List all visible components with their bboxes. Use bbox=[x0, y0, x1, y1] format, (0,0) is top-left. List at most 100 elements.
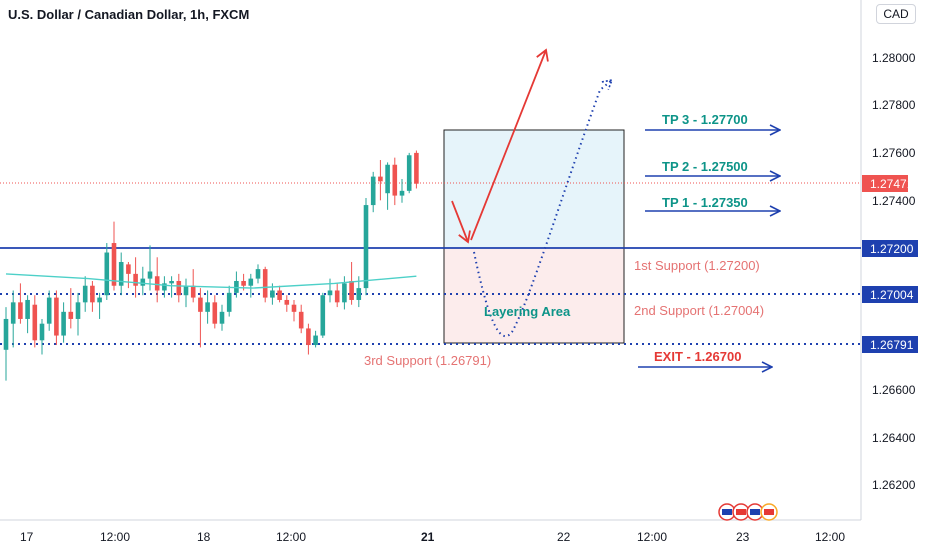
rally-arrow bbox=[470, 48, 549, 241]
candle-body bbox=[147, 271, 153, 279]
layering-zone bbox=[444, 248, 624, 343]
candle-body bbox=[140, 278, 146, 286]
candle-body bbox=[3, 318, 9, 350]
level3-badge bbox=[862, 336, 918, 353]
candle-body bbox=[68, 311, 74, 319]
candle-body bbox=[75, 302, 81, 319]
candle-body bbox=[183, 285, 189, 296]
candle-body bbox=[327, 290, 333, 296]
candles-group bbox=[3, 150, 419, 381]
candle-body bbox=[162, 283, 167, 291]
candle-body bbox=[205, 302, 210, 312]
support1-label: 1st Support (1.27200) bbox=[634, 258, 760, 273]
projection-path bbox=[473, 78, 614, 338]
support3-label: 3rd Support (1.26791) bbox=[364, 353, 491, 368]
price-tick: 1.26200 bbox=[872, 478, 916, 492]
candle-body bbox=[25, 299, 30, 319]
candle-body bbox=[385, 164, 390, 194]
candle-body bbox=[61, 311, 66, 336]
candle-body bbox=[176, 280, 182, 296]
support2-label: 2nd Support (1.27004) bbox=[634, 303, 764, 318]
chart-title: U.S. Dollar / Canadian Dollar, 1h, FXCM bbox=[8, 7, 250, 22]
time-tick: 22 bbox=[557, 530, 571, 544]
candle-body bbox=[90, 285, 95, 303]
candle-body bbox=[248, 278, 254, 286]
last-price-value: 1.27471 bbox=[870, 177, 914, 191]
candle-body bbox=[342, 283, 347, 303]
time-tick: 12:00 bbox=[637, 530, 667, 544]
candle-body bbox=[262, 269, 268, 298]
price-tick: 1.28000 bbox=[872, 51, 916, 65]
candle-body bbox=[284, 299, 290, 305]
candle-body bbox=[46, 297, 52, 324]
candle-body bbox=[349, 280, 354, 300]
time-tick: 12:00 bbox=[100, 530, 130, 544]
time-tick: 21 bbox=[421, 530, 435, 544]
level1-badge bbox=[862, 240, 918, 257]
candle-body bbox=[118, 262, 124, 286]
drop-arrow bbox=[451, 200, 471, 244]
level3-value: 1.26791 bbox=[870, 338, 914, 352]
target-zone bbox=[444, 130, 624, 248]
price-tick: 1.27600 bbox=[872, 146, 916, 160]
time-tick: 12:00 bbox=[815, 530, 845, 544]
candle-body bbox=[320, 295, 326, 336]
candle-body bbox=[126, 264, 131, 274]
candle-body bbox=[82, 285, 88, 303]
candle-body bbox=[270, 290, 275, 298]
candle-body bbox=[169, 280, 174, 284]
moving-average-line bbox=[5, 273, 417, 289]
price-tick: 1.27400 bbox=[872, 194, 916, 208]
candle-body bbox=[306, 328, 311, 346]
candle-body bbox=[54, 297, 59, 336]
candle-body bbox=[363, 205, 369, 289]
candle-body bbox=[392, 164, 398, 196]
candle-body bbox=[298, 311, 304, 329]
event-flags-icon[interactable] bbox=[718, 503, 778, 521]
last-price-badge bbox=[862, 175, 908, 192]
level2-value: 1.27004 bbox=[870, 288, 914, 302]
candle-body bbox=[291, 304, 297, 312]
candle-body bbox=[255, 269, 261, 279]
candle-body bbox=[219, 311, 225, 324]
candle-body bbox=[104, 252, 110, 296]
candle-body bbox=[370, 176, 376, 206]
candle-body bbox=[39, 323, 45, 341]
tp3-label: TP 3 - 1.27700 bbox=[662, 112, 748, 127]
time-tick: 17 bbox=[20, 530, 34, 544]
exit-label: EXIT - 1.26700 bbox=[654, 349, 741, 364]
currency-button[interactable]: CAD bbox=[876, 4, 916, 24]
tp1-label: TP 1 - 1.27350 bbox=[662, 195, 748, 210]
candle-body bbox=[111, 243, 117, 286]
level2-badge bbox=[862, 286, 918, 303]
candle-body bbox=[198, 297, 203, 312]
candle-body bbox=[234, 280, 239, 293]
price-tick: 1.27800 bbox=[872, 98, 916, 112]
price-tick: 1.26600 bbox=[872, 383, 916, 397]
candle-body bbox=[406, 155, 412, 191]
candle-body bbox=[399, 190, 405, 196]
tp2-label: TP 2 - 1.27500 bbox=[662, 159, 748, 174]
candle-body bbox=[10, 302, 16, 324]
level1-value: 1.27200 bbox=[870, 242, 914, 256]
time-tick: 12:00 bbox=[276, 530, 306, 544]
candle-body bbox=[334, 290, 340, 303]
candle-body bbox=[226, 292, 232, 312]
candle-body bbox=[32, 304, 38, 341]
time-tick: 18 bbox=[197, 530, 211, 544]
candle-body bbox=[414, 152, 419, 184]
candle-body bbox=[133, 273, 138, 286]
candle-body bbox=[18, 302, 23, 319]
layering-label: Layering Area bbox=[484, 304, 571, 319]
time-tick: 23 bbox=[736, 530, 750, 544]
candle-body bbox=[154, 276, 160, 291]
candle-body bbox=[356, 288, 362, 300]
candle-body bbox=[378, 176, 383, 182]
candle-body bbox=[241, 280, 246, 286]
candle-body bbox=[212, 302, 218, 324]
candle-body bbox=[97, 297, 102, 303]
candle-body bbox=[313, 335, 318, 346]
candle-body bbox=[190, 285, 196, 298]
